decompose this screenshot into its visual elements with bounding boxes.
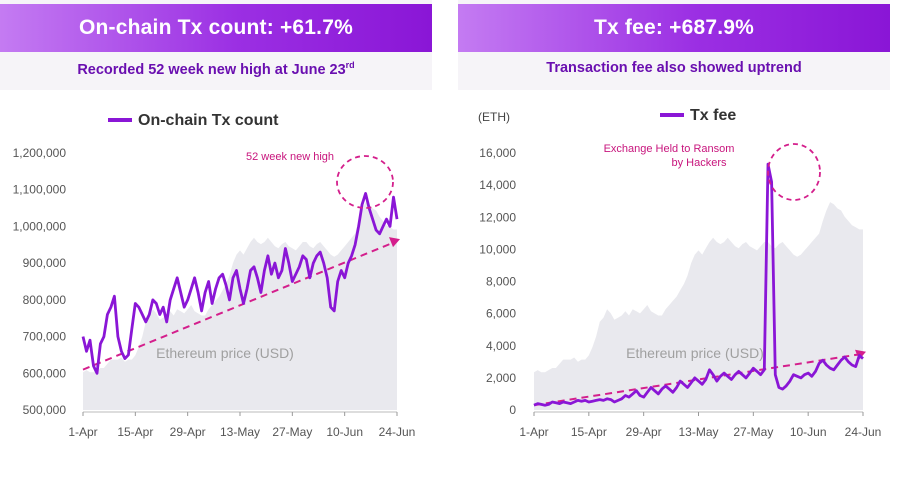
x-tick-label: 1-Apr <box>68 425 97 439</box>
tx-count-chart: Ethereum price (USD) 500,000 600,000 700,00… <box>13 112 416 439</box>
left-chart-area: Ethereum price (USD) 500,000 600,000 700,00… <box>0 90 432 483</box>
right-banner-text: Tx fee: +687.9% <box>593 16 754 39</box>
y-tick-label: 1,000,000 <box>13 219 67 233</box>
highlight-circle <box>336 155 394 209</box>
x-tick-label: 1-Apr <box>519 425 548 439</box>
trend-arrowhead <box>389 237 400 248</box>
y-tick-label: 800,000 <box>23 293 67 307</box>
y-tick-label: 500,000 <box>23 403 67 417</box>
x-tick-label: 15-Apr <box>117 425 153 439</box>
legend-label: On-chain Tx count <box>138 112 279 129</box>
trend-line <box>82 240 398 371</box>
right-subtitle-text: Transaction fee also showed uptrend <box>546 60 802 76</box>
annotation-text: 52 week new high <box>246 151 334 163</box>
annotation-line-2: by Hackers <box>671 157 727 169</box>
y-tick-label: 2,000 <box>486 371 516 385</box>
right-banner: Tx fee: +687.9% <box>458 4 890 52</box>
y-tick-label: 1,200,000 <box>13 146 67 160</box>
left-panel: On-chain Tx count: +61.7% Recorded 52 we… <box>0 0 432 483</box>
series-line <box>533 162 864 407</box>
y-tick-label: 1,100,000 <box>13 183 67 197</box>
x-tick-label: 24-Jun <box>379 425 416 439</box>
y-tick-label: 4,000 <box>486 339 516 353</box>
left-banner-text: On-chain Tx count: +61.7% <box>79 16 353 39</box>
x-tick-label: 27-May <box>272 425 312 439</box>
right-panel: Tx fee: +687.9% Transaction fee also sho… <box>458 0 890 483</box>
tx-fee-chart: Ethereum price (USD) 0 2,000 4,000 6,000 8,00… <box>478 107 882 439</box>
y-tick-label: 900,000 <box>23 256 67 270</box>
y-tick-label: 12,000 <box>479 210 516 224</box>
x-tick-label: 10-Jun <box>326 425 363 439</box>
left-banner: On-chain Tx count: +61.7% <box>0 4 432 52</box>
y-tick-label: 8,000 <box>486 275 516 289</box>
series-line <box>81 192 399 375</box>
x-tick-label: 24-Jun <box>845 425 882 439</box>
y-tick-label: 600,000 <box>23 366 67 380</box>
highlight-circle <box>767 143 821 201</box>
annotation-line-1: Exchange Held to Ransom <box>604 143 735 155</box>
legend-label: Tx fee <box>690 107 736 124</box>
left-subtitle-sup: rd <box>345 60 355 70</box>
x-tick-label: 15-Apr <box>571 425 607 439</box>
trend-line <box>533 352 864 407</box>
right-chart-area: Ethereum price (USD) 0 2,000 4,000 6,000 8,00… <box>458 90 890 483</box>
y-tick-label: 10,000 <box>479 242 516 256</box>
left-subtitle-text: Recorded 52 week new high at June 23 <box>77 61 346 78</box>
y-tick-label: 6,000 <box>486 307 516 321</box>
left-subtitle: Recorded 52 week new high at June 23rd <box>0 60 432 78</box>
x-tick-label: 29-Apr <box>170 425 206 439</box>
x-tick-label: 10-Jun <box>790 425 827 439</box>
right-subtitle: Transaction fee also showed uptrend <box>458 60 890 76</box>
unit-label: (ETH) <box>478 110 510 124</box>
y-tick-label: 14,000 <box>479 178 516 192</box>
y-tick-label: 16,000 <box>479 146 516 160</box>
y-tick-label: 700,000 <box>23 330 67 344</box>
x-tick-label: 13-May <box>220 425 260 439</box>
price-area <box>534 202 863 410</box>
x-tick-label: 29-Apr <box>626 425 662 439</box>
x-tick-label: 13-May <box>678 425 718 439</box>
price-label: Ethereum price (USD) <box>156 345 294 361</box>
price-label: Ethereum price (USD) <box>626 345 764 361</box>
x-tick-label: 27-May <box>733 425 773 439</box>
y-tick-label: 0 <box>509 403 516 417</box>
